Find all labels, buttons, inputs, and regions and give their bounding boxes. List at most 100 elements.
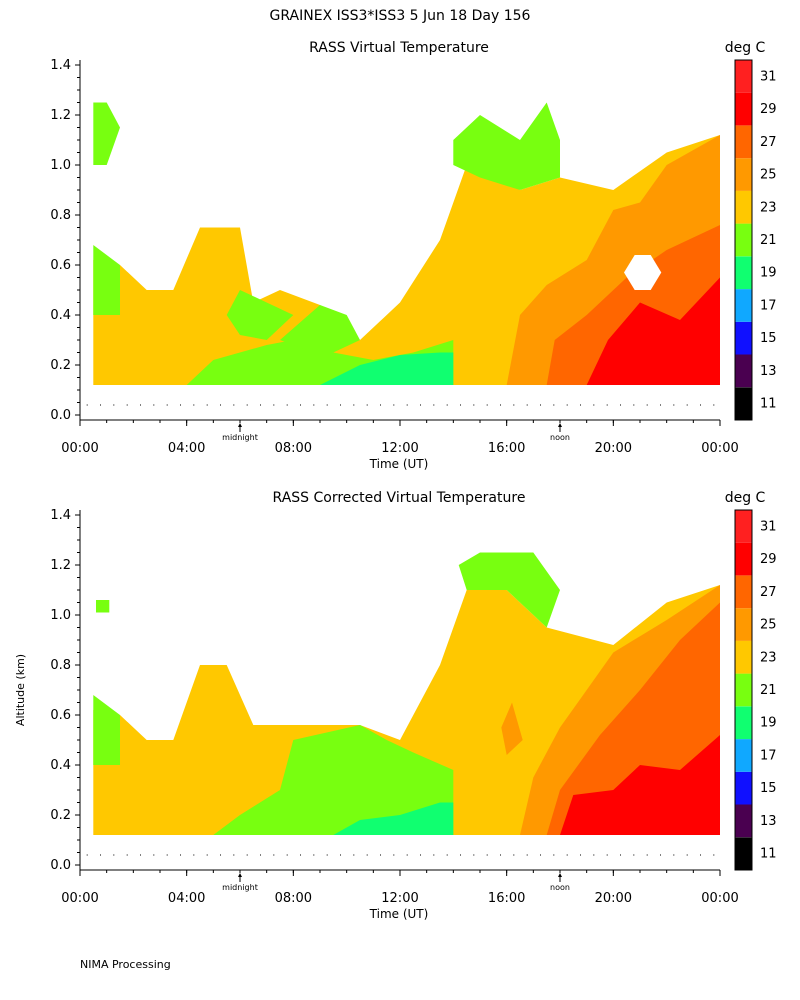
panel-2-x-axis-label: Time (UT): [369, 907, 429, 921]
colorbar-label: 15: [760, 781, 777, 796]
gate-dot: [113, 854, 115, 856]
gate-dot: [86, 854, 88, 856]
gate-dot: [526, 404, 528, 406]
colorbar-swatch-13: [735, 354, 752, 388]
gate-dot: [420, 404, 421, 406]
figure-title: GRAINEX ISS3*ISS3 5 Jun 18 Day 156: [270, 8, 531, 24]
colorbar-swatch-23: [735, 190, 752, 224]
panel-rass-virtual-temperature: RASS Virtual Temperature 0.0 0.2 0.4 0.6 0.8…: [50, 40, 776, 471]
x-tick-label: 08:00: [275, 441, 312, 456]
y-tick-label: 0.0: [50, 858, 71, 873]
gate-dot: [126, 404, 128, 406]
colorbar-label: 19: [760, 716, 777, 731]
colorbar-swatch-27: [735, 575, 752, 609]
x-tick-label: 16:00: [488, 891, 525, 906]
x-tick-label: 12:00: [381, 891, 418, 906]
gate-dot: [366, 404, 368, 406]
gate-dot: [580, 404, 581, 406]
gate-dot: [486, 854, 488, 856]
y-tick-label: 0.2: [50, 808, 71, 823]
local-time-marker-arrow: [238, 873, 242, 877]
gate-dot: [206, 854, 208, 856]
gate-dot: [620, 854, 621, 856]
panel-1-colorbar: 11 13 15 17 19 21 23 25 27 29 31: [734, 59, 777, 421]
gate-dot: [140, 854, 141, 856]
colorbar-label: 31: [760, 69, 777, 84]
gate-dot: [606, 854, 608, 856]
panel-1-colorbar-unit: deg C: [725, 40, 766, 56]
gate-dot: [433, 854, 435, 856]
colorbar-swatch-15: [735, 771, 752, 805]
gate-dot: [646, 854, 648, 856]
panel-1-axes: 0.0 0.2 0.4 0.6 0.8 1.0 1.2 1.4 00:00 04:00 08:00 1…: [50, 58, 738, 456]
colorbar-swatch-23: [735, 640, 752, 674]
y-tick-label: 1.4: [50, 508, 71, 523]
gate-dot: [193, 854, 195, 856]
gate-dot: [340, 854, 341, 856]
temperature-region-21c: [226, 290, 294, 340]
colorbar-swatch-21: [735, 223, 752, 257]
gate-dot: [513, 854, 515, 856]
gate-dot: [633, 404, 635, 406]
gate-dot: [260, 854, 261, 856]
colorbar-label: 13: [760, 364, 777, 379]
gate-dot: [393, 404, 395, 406]
gate-dot: [380, 404, 381, 406]
temperature-region-21c: [93, 245, 120, 385]
gate-dot: [446, 404, 448, 406]
y-tick-label: 0.4: [50, 758, 71, 773]
gate-dot: [220, 404, 221, 406]
gate-dot: [433, 404, 435, 406]
temperature-region-19c: [320, 352, 454, 385]
missing-data-gap: [624, 255, 662, 290]
colorbar-frame: [734, 509, 753, 871]
local-time-marker-label: midnight: [222, 883, 258, 892]
gate-dot: [580, 854, 581, 856]
colorbar-label: 21: [760, 233, 777, 248]
panel-2-axes: 0.0 0.2 0.4 0.6 0.8 1.0 1.2 1.4 00:00 04:00 08:00 1…: [50, 508, 738, 906]
panel-2-plot-area: [86, 552, 721, 856]
gate-dot: [713, 404, 715, 406]
x-tick-label: 04:00: [168, 891, 205, 906]
gate-dot: [326, 404, 328, 406]
temperature-region-19c: [333, 802, 454, 835]
gate-dot: [420, 854, 421, 856]
gate-dot: [486, 404, 488, 406]
gate-dot: [220, 854, 221, 856]
gate-dot: [353, 854, 355, 856]
panel-1-plot-area: [86, 102, 721, 406]
gate-dot: [286, 854, 288, 856]
gate-dot: [313, 854, 315, 856]
local-time-marker-label: midnight: [222, 433, 258, 442]
colorbar-label: 29: [760, 552, 777, 567]
colorbar-swatch-15: [735, 321, 752, 355]
y-tick-label: 0.2: [50, 358, 71, 373]
colorbar-swatch-19: [735, 706, 752, 740]
y-tick-label: 1.0: [50, 608, 71, 623]
x-tick-label: 00:00: [61, 441, 98, 456]
y-tick-label: 1.0: [50, 158, 71, 173]
colorbar-label: 27: [760, 585, 777, 600]
gate-dot: [620, 404, 621, 406]
panel-2-y-axis-label: Altitude (km): [14, 654, 27, 726]
temperature-region-21c: [93, 695, 120, 835]
colorbar-swatch-25: [735, 158, 752, 191]
gate-dot: [180, 854, 181, 856]
gate-dot: [193, 404, 195, 406]
gate-dot: [713, 854, 715, 856]
gate-dot: [166, 404, 168, 406]
colorbar-swatch-19: [735, 256, 752, 290]
x-tick-label: 00:00: [701, 441, 738, 456]
panel-1-x-axis-label: Time (UT): [369, 457, 429, 471]
panel-rass-corrected-virtual-temperature: RASS Corrected Virtual Temperature 0.00.…: [14, 490, 777, 921]
gate-dot: [206, 404, 208, 406]
gate-dot: [260, 404, 261, 406]
gate-dot: [100, 854, 101, 856]
gate-dot: [313, 404, 315, 406]
temperature-region-21c: [96, 600, 110, 613]
gate-dot: [606, 404, 608, 406]
colorbar-label: 23: [760, 200, 777, 215]
colorbar-label: 25: [760, 618, 777, 633]
y-tick-label: 0.0: [50, 408, 71, 423]
